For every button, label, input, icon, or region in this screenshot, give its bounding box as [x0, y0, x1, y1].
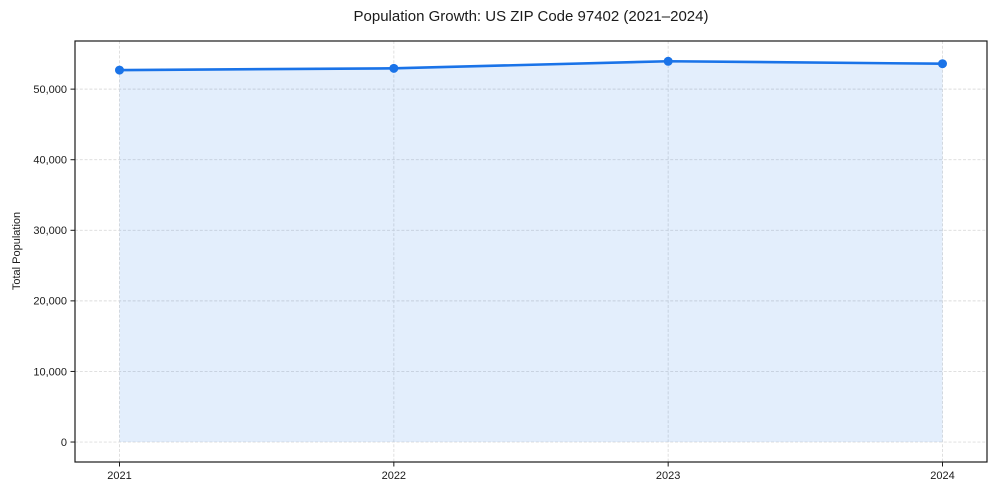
data-point: [663, 56, 673, 66]
chart-title: Population Growth: US ZIP Code 97402 (20…: [353, 8, 709, 25]
y-axis-tick-label: 50,000: [33, 84, 67, 96]
x-axis-tick-label: 2024: [930, 470, 954, 482]
data-point: [115, 65, 124, 75]
data-point: [389, 63, 399, 73]
x-axis-tick-label: 2021: [107, 470, 131, 482]
area-fill: [119, 61, 943, 443]
y-axis-tick-label: 10,000: [33, 366, 67, 378]
x-axis-tick-label: 2023: [656, 470, 680, 482]
y-axis-tick-label: 40,000: [33, 155, 67, 167]
y-axis-tick-label: 20,000: [33, 296, 67, 308]
series-line: [118, 59, 944, 72]
y-axis-tick-label: 30,000: [33, 225, 67, 237]
x-axis-tick-label: 2022: [382, 470, 406, 482]
y-axis-tick-label: 0: [61, 437, 67, 449]
plot-border: [74, 40, 988, 463]
data-point: [938, 59, 947, 69]
